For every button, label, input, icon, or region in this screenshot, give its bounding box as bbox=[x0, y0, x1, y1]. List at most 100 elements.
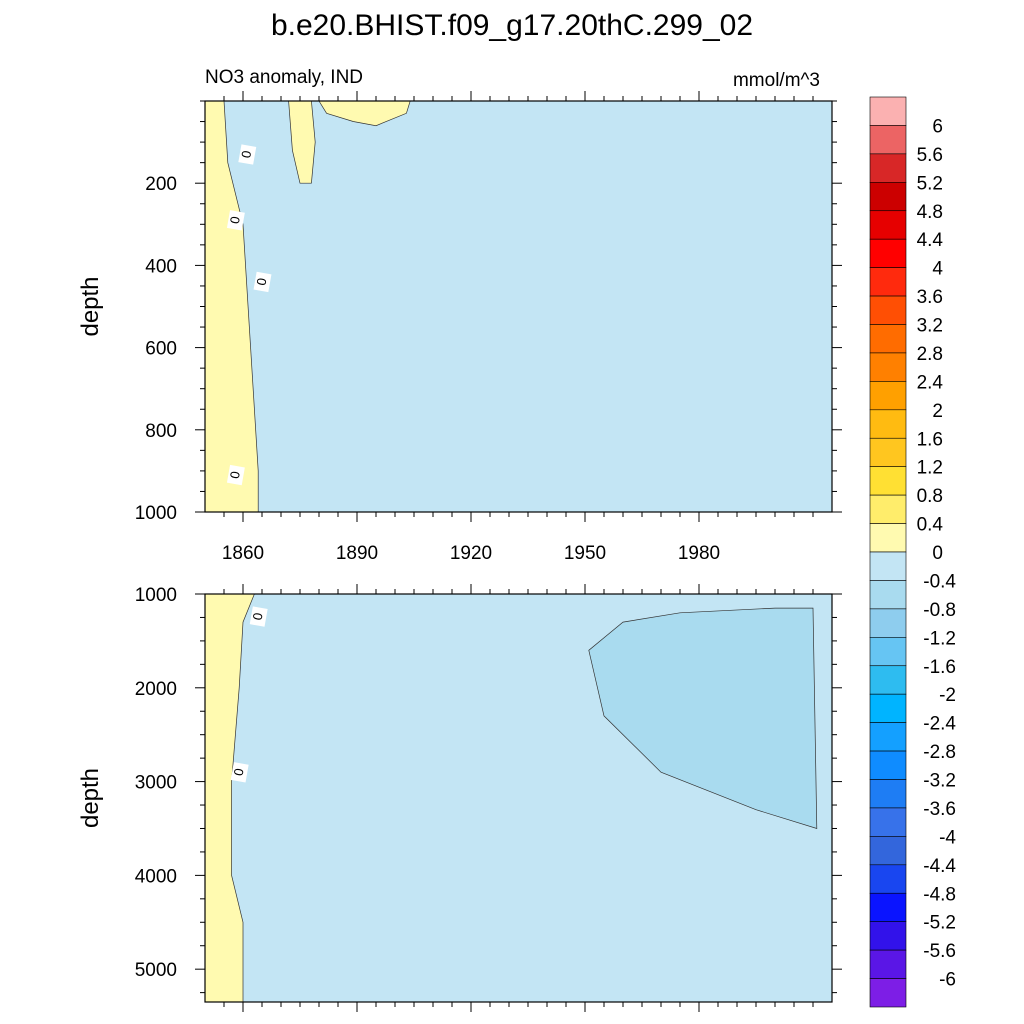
colorbar-swatch bbox=[869, 352, 907, 382]
colorbar-label: 2.4 bbox=[917, 372, 944, 393]
y-tick-label: 200 bbox=[145, 174, 177, 195]
colorbar-swatch bbox=[869, 153, 907, 183]
colorbar-label: 4.8 bbox=[917, 202, 943, 223]
contour-label: 0 bbox=[238, 144, 257, 165]
plot-frame bbox=[204, 593, 833, 1003]
contour-region bbox=[588, 607, 818, 829]
colorbar-label: -5.6 bbox=[923, 941, 956, 962]
colorbar-swatch bbox=[869, 892, 907, 922]
lower-panel: 0 0 1000 2000 3000 4000 5000 depth bbox=[77, 584, 842, 1012]
colorbar-swatch bbox=[869, 693, 907, 723]
contour-label: 0 bbox=[226, 210, 245, 231]
colorbar-swatch bbox=[869, 949, 907, 979]
x-tick-label: 1890 bbox=[336, 543, 378, 564]
colorbar-swatch bbox=[869, 580, 907, 610]
colorbar-label: -0.8 bbox=[923, 600, 956, 621]
colorbar-swatch bbox=[869, 494, 907, 524]
colorbar-label: -2 bbox=[939, 685, 956, 706]
colorbar-label: -4.4 bbox=[923, 856, 956, 877]
contour-label: 0 bbox=[249, 606, 268, 627]
colorbar-swatch bbox=[869, 125, 907, 155]
panel-units-label: mmol/m^3 bbox=[733, 70, 820, 91]
contour-label-text: 0 bbox=[250, 612, 266, 622]
x-tick-label: 1920 bbox=[450, 543, 492, 564]
colorbar-swatch bbox=[869, 381, 907, 411]
contour-label: 0 bbox=[230, 762, 249, 783]
colorbar-swatch bbox=[869, 182, 907, 212]
colorbar-label: 0.4 bbox=[917, 515, 944, 536]
contour-label-box bbox=[230, 762, 249, 783]
colorbar-swatch bbox=[869, 665, 907, 695]
colorbar-swatch bbox=[869, 608, 907, 638]
colorbar-label: -4 bbox=[939, 827, 956, 848]
colorbar-label: -4.8 bbox=[923, 884, 956, 905]
y-tick-label: 1000 bbox=[135, 585, 177, 606]
y-tick-label: 800 bbox=[145, 421, 177, 442]
colorbar-swatch bbox=[869, 437, 907, 467]
colorbar-swatch bbox=[869, 238, 907, 268]
contour-label-box bbox=[226, 210, 245, 231]
colorbar-label: -1.6 bbox=[923, 657, 956, 678]
colorbar-swatch bbox=[869, 779, 907, 809]
contour-label-box bbox=[226, 464, 245, 486]
colorbar-label: 4.4 bbox=[917, 230, 944, 251]
contour-label-box bbox=[238, 144, 257, 165]
colorbar-label: 1.2 bbox=[917, 458, 943, 479]
contour-label: 0 bbox=[253, 271, 272, 293]
colorbar-label: -1.2 bbox=[923, 628, 956, 649]
contour-label-box bbox=[249, 606, 268, 627]
x-tick-label: 1950 bbox=[564, 543, 606, 564]
figure-title: b.e20.BHIST.f09_g17.20thC.299_02 bbox=[271, 9, 753, 42]
colorbar-label: 0.8 bbox=[917, 486, 943, 507]
colorbar-swatch bbox=[869, 864, 907, 894]
colorbar-label: 4 bbox=[932, 259, 943, 280]
colorbar-swatch bbox=[869, 96, 907, 126]
colorbar-label: 3.6 bbox=[917, 287, 943, 308]
colorbar-swatch bbox=[869, 637, 907, 667]
colorbar-swatch bbox=[869, 807, 907, 837]
y-tick-label: 2000 bbox=[135, 679, 177, 700]
x-tick-label: 1860 bbox=[222, 543, 264, 564]
y-tick-label: 400 bbox=[145, 256, 177, 277]
contour-label-text: 0 bbox=[238, 149, 254, 159]
contour-label-text: 0 bbox=[253, 277, 269, 287]
colorbar-swatch bbox=[869, 295, 907, 325]
colorbar-label: -3.2 bbox=[923, 771, 956, 792]
colorbar-swatch bbox=[869, 324, 907, 354]
colorbar-label: 2.8 bbox=[917, 344, 943, 365]
colorbar-swatch bbox=[869, 836, 907, 866]
x-tick-label: 1980 bbox=[678, 543, 720, 564]
colorbar-label: -5.2 bbox=[923, 913, 956, 934]
colorbar-label: 6 bbox=[932, 116, 943, 137]
contour-label-box bbox=[253, 271, 272, 293]
contour-label-text: 0 bbox=[227, 215, 243, 225]
y-tick-label: 600 bbox=[145, 339, 177, 360]
panel-left-subtitle: NO3 anomaly, IND bbox=[205, 67, 363, 88]
y-axis-title: depth bbox=[77, 768, 104, 828]
colorbar-label: 5.2 bbox=[917, 173, 943, 194]
upper-panel: 0 0 0 0 1860 1890 1920 1950 1980 200 400 600 800 1000… bbox=[77, 91, 842, 564]
colorbar-label: 5.6 bbox=[917, 145, 943, 166]
colorbar-label: 2 bbox=[932, 401, 943, 422]
colorbar-swatch bbox=[869, 551, 907, 581]
y-tick-label: 4000 bbox=[135, 866, 177, 887]
y-tick-label: 3000 bbox=[135, 773, 177, 794]
colorbar-swatch bbox=[869, 210, 907, 240]
colorbar-label: -2.8 bbox=[923, 742, 956, 763]
colorbar-swatch bbox=[869, 921, 907, 951]
colorbar-swatch bbox=[869, 409, 907, 439]
contour-label-text: 0 bbox=[231, 767, 247, 777]
colorbar-swatch bbox=[869, 978, 907, 1008]
colorbar-label: -3.6 bbox=[923, 799, 956, 820]
colorbar-swatch bbox=[869, 267, 907, 297]
contour-label: 0 bbox=[226, 464, 245, 486]
colorbar-label: -6 bbox=[939, 970, 956, 991]
contour-label-text: 0 bbox=[227, 470, 243, 480]
colorbar-label: -0.4 bbox=[923, 571, 956, 592]
colorbar-label: 1.6 bbox=[917, 429, 943, 450]
y-axis-title: depth bbox=[77, 276, 104, 336]
colorbar-label: -2.4 bbox=[923, 714, 956, 735]
colorbar-label: 3.2 bbox=[917, 316, 943, 337]
colorbar: 6 5.6 5.2 4.8 4.4 4 3.6 3.2 2.8 2.4 2 1.6 1.2 0.8 0.4 0… bbox=[869, 96, 956, 1008]
